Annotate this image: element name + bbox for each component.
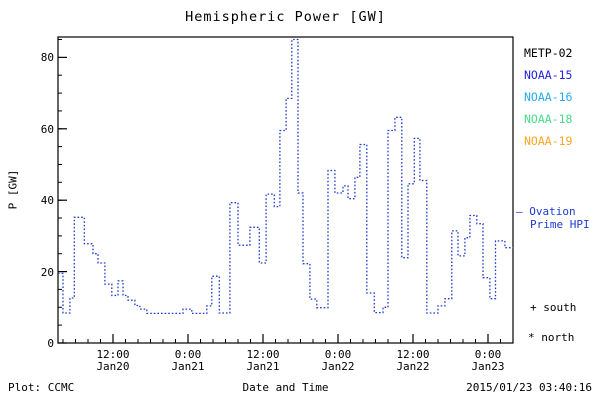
ovation-label-line1: Ovation	[529, 205, 576, 218]
page-title: Hemispheric Power [GW]	[185, 9, 386, 25]
ovation-label-line2: Prime HPI	[530, 218, 590, 231]
y-tick-label: 0	[47, 337, 54, 350]
y-tick-label: 20	[40, 266, 54, 279]
legend-item-noaa18: NOAA-18	[524, 112, 573, 126]
x-tick-label: 12:00 Jan20	[96, 348, 130, 373]
x-tick-label: 0:00 Jan23	[471, 348, 505, 373]
legend-item-noaa16: NOAA-16	[524, 90, 573, 104]
plus-marker-icon: +	[530, 301, 537, 314]
ovation-legend: — Ovation Prime HPI	[516, 205, 590, 231]
y-tick-label: 60	[40, 123, 54, 136]
legend-item-metp02: METP-02	[524, 46, 573, 60]
y-tick-label: 80	[40, 51, 54, 64]
x-tick-label: 12:00 Jan22	[396, 348, 430, 373]
north-marker-key: * north	[528, 331, 575, 344]
y-tick-label: 40	[40, 194, 54, 207]
ovation-line-sample: —	[516, 205, 523, 218]
x-axis-title: Date and Time	[242, 381, 329, 394]
plot-source-label: Plot: CCMC	[8, 381, 75, 394]
x-tick-label: 12:00 Jan21	[246, 348, 280, 373]
y-axis-title: P [GW]	[6, 169, 20, 210]
legend-item-noaa15: NOAA-15	[524, 68, 573, 82]
legend-item-noaa19: NOAA-19	[524, 134, 573, 148]
timestamp-label: 2015/01/23 03:40:16	[466, 381, 592, 394]
asterisk-marker-icon: *	[528, 331, 535, 344]
south-marker-key: + south	[530, 301, 577, 314]
x-tick-label: 0:00 Jan21	[171, 348, 205, 373]
x-tick-label: 0:00 Jan22	[321, 348, 355, 373]
satellite-legend: METP-02 NOAA-15 NOAA-16 NOAA-18 NOAA-19	[524, 42, 572, 152]
